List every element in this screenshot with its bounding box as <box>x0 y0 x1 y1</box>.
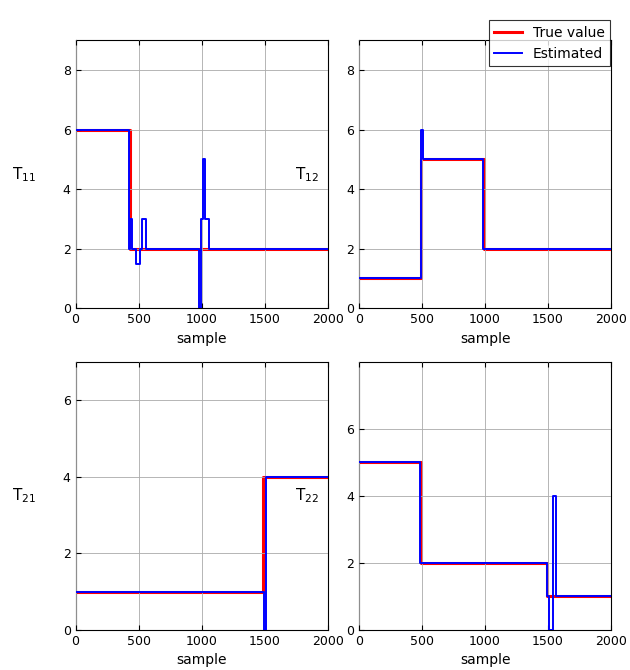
X-axis label: sample: sample <box>176 653 227 667</box>
X-axis label: sample: sample <box>176 332 227 346</box>
Y-axis label: T$_{22}$: T$_{22}$ <box>295 486 319 505</box>
X-axis label: sample: sample <box>460 332 510 346</box>
Y-axis label: T$_{11}$: T$_{11}$ <box>12 165 36 184</box>
Y-axis label: T$_{21}$: T$_{21}$ <box>12 486 36 505</box>
Legend: True value, Estimated: True value, Estimated <box>489 20 610 66</box>
Y-axis label: T$_{12}$: T$_{12}$ <box>295 165 319 184</box>
X-axis label: sample: sample <box>460 653 510 667</box>
